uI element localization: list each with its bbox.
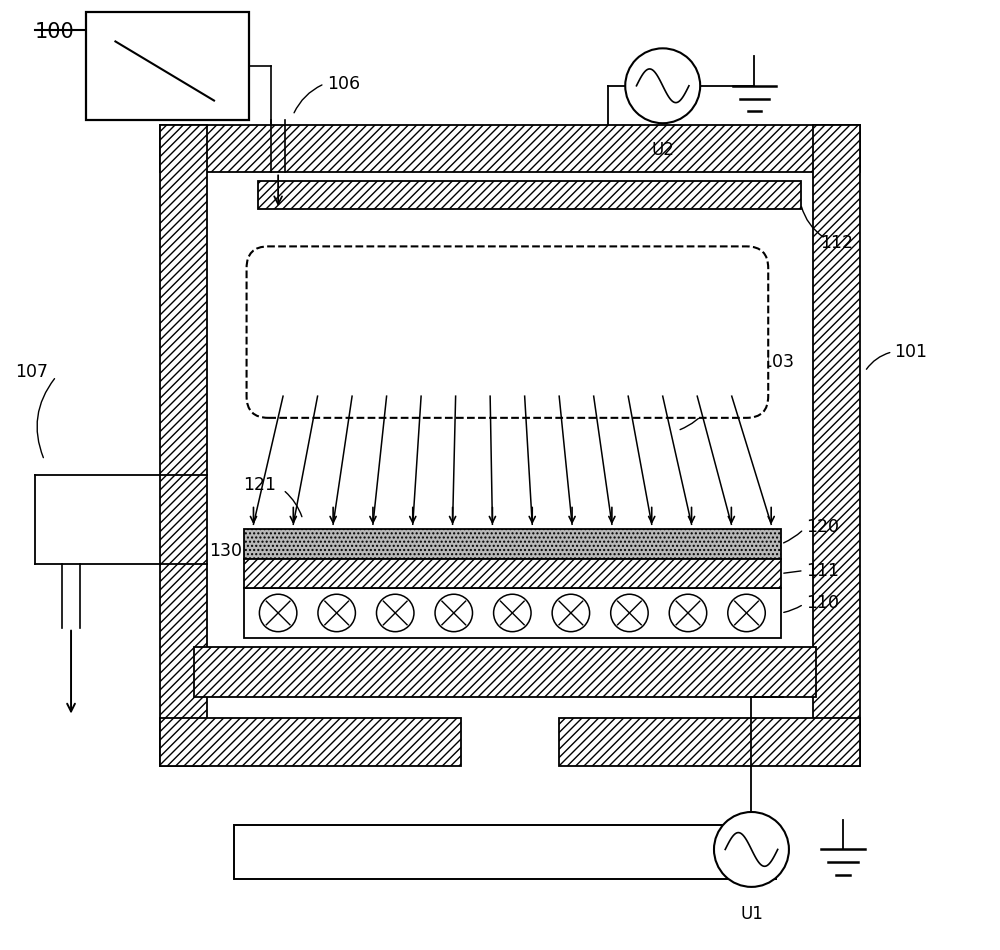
Bar xyxy=(244,559,781,588)
Circle shape xyxy=(435,595,473,632)
FancyBboxPatch shape xyxy=(247,246,768,418)
Text: U2: U2 xyxy=(651,141,674,159)
Bar xyxy=(86,11,249,121)
Circle shape xyxy=(552,595,590,632)
Bar xyxy=(194,648,816,696)
Circle shape xyxy=(669,595,707,632)
Bar xyxy=(258,181,801,209)
Circle shape xyxy=(714,812,789,887)
Circle shape xyxy=(259,595,297,632)
Circle shape xyxy=(625,48,700,124)
Text: 121: 121 xyxy=(244,476,277,494)
Circle shape xyxy=(728,595,765,632)
Circle shape xyxy=(494,595,531,632)
Circle shape xyxy=(611,595,648,632)
Text: 140: 140 xyxy=(180,28,212,47)
Bar xyxy=(244,588,781,637)
Text: U1: U1 xyxy=(740,904,763,922)
Text: 101: 101 xyxy=(894,343,927,361)
Bar xyxy=(559,718,860,766)
Bar xyxy=(244,529,781,559)
Text: 100: 100 xyxy=(35,22,74,42)
Bar xyxy=(813,125,860,766)
Text: 107: 107 xyxy=(15,363,48,381)
Text: 110: 110 xyxy=(806,594,839,612)
Text: 130: 130 xyxy=(209,542,242,560)
Bar xyxy=(160,718,461,766)
Text: 104: 104 xyxy=(712,397,745,415)
Text: 103: 103 xyxy=(761,352,794,370)
Bar xyxy=(160,125,860,173)
Text: 111: 111 xyxy=(806,561,839,580)
Text: 120: 120 xyxy=(806,519,839,536)
Circle shape xyxy=(318,595,355,632)
Bar xyxy=(160,125,207,766)
Bar xyxy=(207,173,813,718)
Text: 112: 112 xyxy=(820,235,853,253)
Text: 106: 106 xyxy=(327,75,361,93)
Bar xyxy=(234,825,776,879)
Circle shape xyxy=(376,595,414,632)
